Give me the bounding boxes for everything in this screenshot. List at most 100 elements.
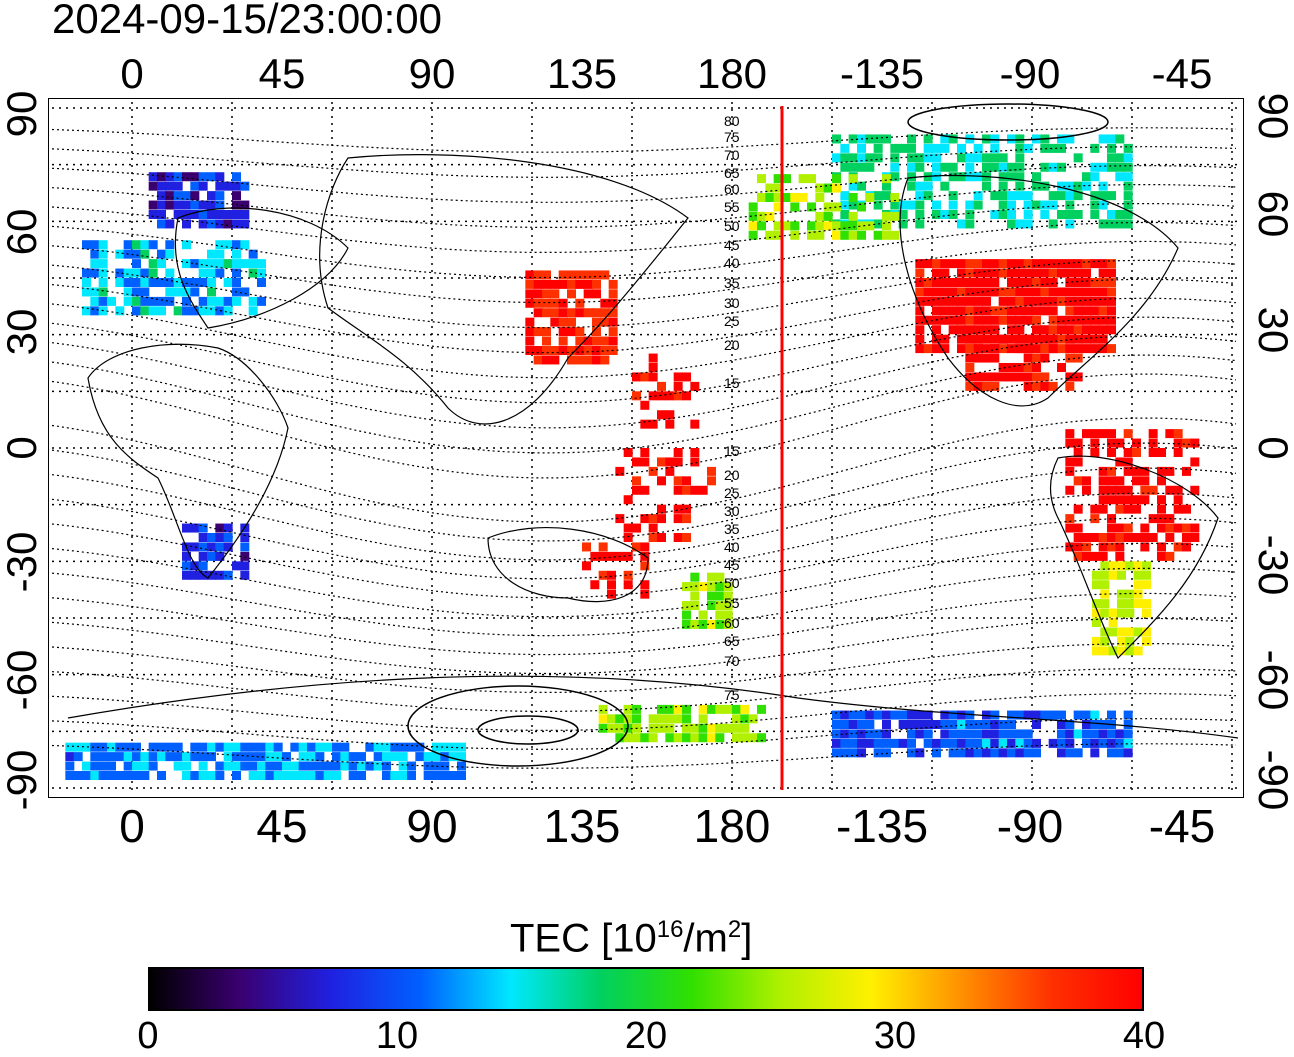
tec-cell	[740, 723, 750, 733]
tec-cell	[848, 221, 858, 231]
tec-cell	[165, 200, 175, 210]
tec-cell	[890, 172, 900, 182]
right-lat-tick: -30	[1250, 534, 1294, 596]
tec-cell	[1007, 162, 1016, 172]
tec-cell	[990, 134, 1000, 144]
tec-cell	[1065, 457, 1075, 467]
tec-cell	[525, 336, 535, 346]
tec-cell	[198, 296, 208, 306]
tec-cell	[1065, 268, 1075, 278]
tec-cell	[332, 742, 341, 752]
tec-cell	[1090, 259, 1100, 269]
tec-cell	[558, 308, 568, 318]
tec-cell	[1123, 485, 1133, 495]
tec-cell	[232, 240, 241, 250]
tec-cell	[398, 742, 408, 752]
tec-cell	[1032, 268, 1041, 278]
tec-cell	[1032, 325, 1041, 335]
tec-cell	[382, 771, 391, 780]
tec-cell	[673, 372, 683, 382]
tec-cell	[1115, 153, 1125, 163]
tec-cell	[790, 221, 800, 231]
tec-cell	[948, 162, 958, 172]
tec-cell	[157, 172, 166, 182]
tec-cell	[1090, 325, 1100, 335]
tec-cell	[715, 704, 725, 714]
tec-cell	[457, 761, 466, 771]
tec-cell	[707, 466, 716, 476]
tec-cell	[1157, 542, 1166, 552]
tec-cell	[907, 162, 916, 172]
tec-cell	[640, 542, 650, 552]
tec-cell	[632, 523, 641, 533]
tec-cell	[1107, 287, 1116, 297]
tec-cell	[882, 134, 891, 144]
tec-cell	[207, 200, 216, 210]
tec-cell	[723, 601, 733, 610]
tec-cell	[990, 720, 1000, 729]
contour-label: 25	[724, 485, 740, 501]
tec-cell	[140, 268, 150, 278]
tec-cell	[965, 296, 975, 306]
tec-cell	[257, 268, 266, 278]
tec-cell	[640, 448, 650, 457]
tec-cell	[682, 610, 691, 620]
tec-cell	[973, 315, 983, 325]
tec-cell	[965, 315, 975, 325]
tec-cell	[140, 287, 150, 297]
tec-cell	[348, 752, 358, 762]
tec-cell	[1057, 748, 1066, 758]
tec-cell	[932, 143, 941, 153]
tec-cell	[182, 240, 191, 250]
tec-cell	[273, 771, 283, 780]
tec-cell	[173, 210, 183, 219]
tec-cell	[940, 344, 950, 354]
tec-cell	[715, 572, 725, 582]
tec-cell	[215, 523, 225, 533]
tec-cell	[123, 752, 133, 762]
tec-cell	[932, 278, 941, 287]
tec-cell	[90, 761, 100, 771]
tec-cell	[98, 771, 108, 780]
tec-cell	[915, 162, 925, 172]
tec-cell	[815, 230, 825, 240]
tec-cell	[973, 738, 983, 748]
magnetic-contour	[51, 643, 1237, 693]
tec-cell	[732, 723, 741, 733]
tec-cell	[973, 200, 983, 210]
tec-cell	[1115, 210, 1125, 219]
tec-cell	[865, 710, 875, 720]
tec-cell	[542, 346, 551, 355]
tec-cell	[232, 742, 241, 752]
tec-cell	[1048, 710, 1058, 720]
tec-cell	[157, 752, 166, 762]
contour-label: 15	[724, 375, 740, 391]
tec-cell	[865, 153, 875, 163]
tec-cell	[190, 570, 200, 580]
tec-cell	[190, 278, 200, 287]
tec-cell	[190, 542, 200, 552]
tec-cell	[173, 191, 183, 201]
tec-cell	[1032, 710, 1041, 720]
tec-cell	[1107, 542, 1116, 552]
tec-cell	[907, 720, 916, 729]
tec-cell	[998, 210, 1008, 219]
tec-cell	[1182, 533, 1191, 542]
tec-cell	[990, 729, 1000, 739]
tec-cell	[373, 752, 383, 762]
tec-cell	[598, 570, 608, 580]
tec-cell	[257, 259, 266, 269]
tec-cell	[998, 191, 1008, 201]
tec-cell	[957, 268, 966, 278]
tec-cell	[1065, 438, 1075, 448]
tec-cell	[1098, 287, 1108, 297]
tec-cell	[608, 308, 618, 318]
tec-cell	[1115, 476, 1125, 486]
tec-cell	[748, 230, 758, 240]
tec-cell	[1133, 646, 1143, 656]
tec-cell	[915, 259, 925, 269]
tec-cell	[90, 742, 100, 752]
contour-label: 20	[724, 467, 740, 483]
tec-cell	[1090, 200, 1100, 210]
tec-cell	[882, 748, 891, 758]
